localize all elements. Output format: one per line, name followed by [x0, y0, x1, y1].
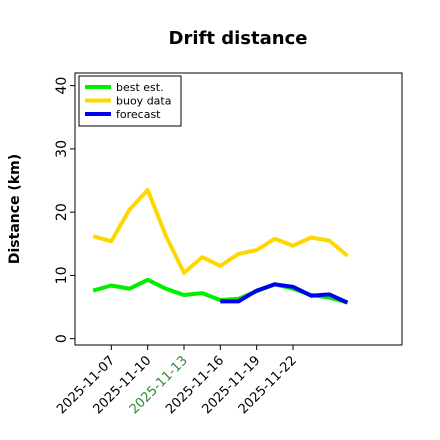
plot-area-frame — [74, 72, 403, 346]
y-tick-label: 30 — [54, 140, 70, 158]
y-tick-label: 20 — [54, 203, 70, 221]
series-line-buoy-data — [92, 188, 349, 275]
x-axis-ticks: 2025-11-072025-11-102025-11-132025-11-16… — [54, 345, 300, 417]
y-axis-ticks: 0 10 20 30 40 — [54, 77, 75, 343]
legend-label: buoy data — [116, 94, 171, 107]
y-tick-label: 0 — [54, 334, 70, 343]
legend-label: forecast — [116, 108, 161, 121]
series-lines — [92, 188, 349, 305]
y-tick-label: 10 — [54, 267, 70, 285]
y-axis-label: Distance (km) — [7, 154, 23, 264]
chart-title: Drift distance — [169, 28, 308, 49]
series-line-forecast — [220, 282, 349, 305]
legend-label: best est. — [116, 81, 164, 94]
y-tick-label: 40 — [54, 77, 70, 95]
series-line-best-est- — [92, 277, 349, 305]
